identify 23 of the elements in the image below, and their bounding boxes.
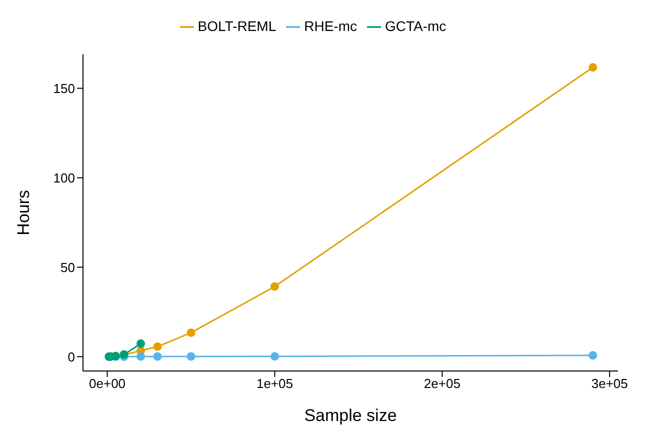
y-axis-title: Hours (14, 190, 34, 236)
x-tick-label: 3e+05 (591, 376, 628, 392)
point (588, 63, 598, 72)
x-tick-label: 1e+05 (256, 376, 293, 392)
point (153, 342, 162, 351)
point (186, 328, 196, 337)
point (588, 351, 598, 360)
legend-label: GCTA-mc (385, 18, 446, 34)
point (153, 352, 162, 361)
y-tick-label: 0 (68, 349, 75, 364)
y-tick-label: 150 (53, 80, 75, 96)
y-tick-label: 50 (60, 260, 75, 275)
x-tick-label: 0e+00 (89, 376, 126, 392)
point (136, 339, 146, 348)
point (186, 352, 196, 361)
legend-label: RHE-mc (304, 18, 357, 34)
legend-label: BOLT-REML (198, 18, 276, 34)
point (270, 352, 279, 361)
point (270, 282, 279, 291)
x-axis-title: Sample size (304, 406, 397, 425)
y-tick-label: 100 (53, 170, 75, 186)
x-tick-label: 2e+05 (424, 376, 460, 392)
point (136, 352, 146, 361)
